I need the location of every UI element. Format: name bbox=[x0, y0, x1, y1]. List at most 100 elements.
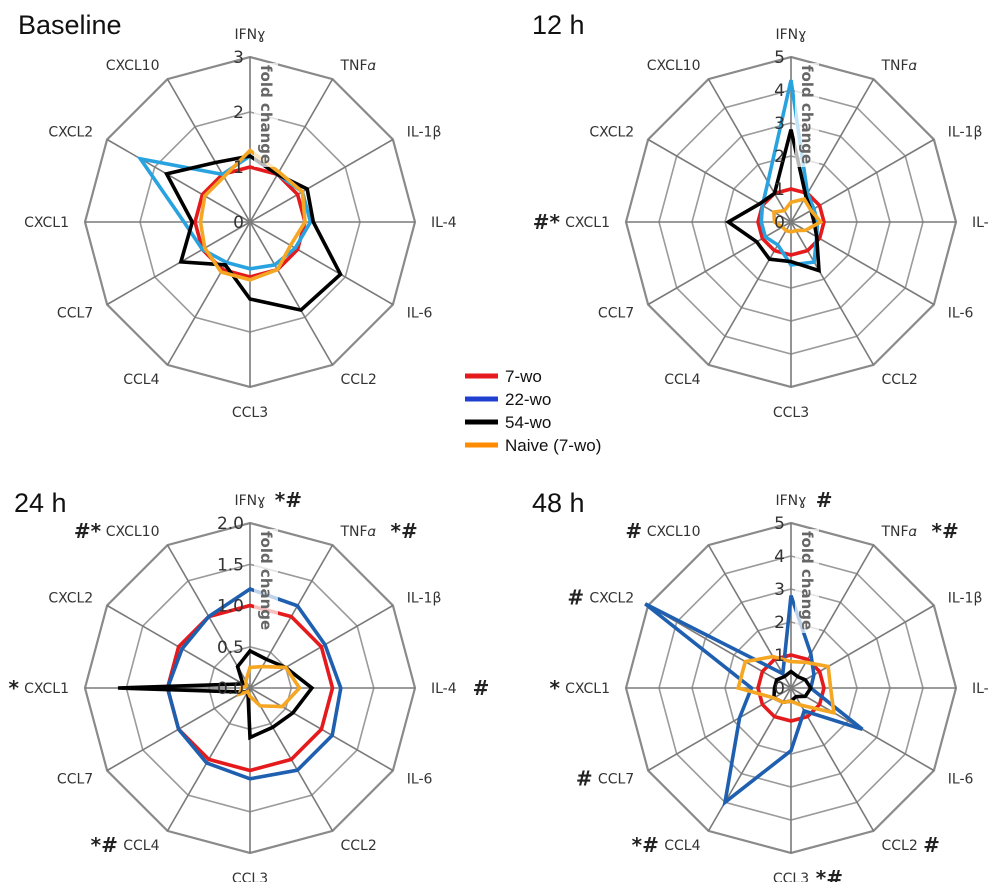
series-naive-7-wo bbox=[236, 664, 302, 709]
axis-label-il-4: IL-4 bbox=[431, 681, 457, 697]
spoke bbox=[707, 544, 792, 689]
axis-label-tnf: TNF𝛼 bbox=[881, 524, 917, 540]
tick-label: 3 bbox=[233, 48, 244, 68]
axis-label-cxcl1: CXCL1 bbox=[24, 681, 69, 697]
radar-panels: Baseline fold change 0 1 2 3 IFNɣ TNF𝛼 IL-1β IL-4… bbox=[9, 10, 989, 882]
series-naive-7-wo bbox=[735, 654, 837, 716]
tick-label: 1.5 bbox=[217, 555, 244, 575]
legend-label-22-wo: 22-wo bbox=[505, 390, 551, 409]
axis-label-tnf: TNF𝛼 bbox=[340, 58, 376, 74]
radial-axis-label: fold change bbox=[257, 65, 275, 164]
axis-label-ccl7: CCL7 bbox=[598, 772, 634, 788]
axis-label-cxcl1: CXCL1 bbox=[565, 681, 610, 697]
axis-label-cxcl1: CXCL1 bbox=[24, 215, 69, 231]
axis-label-il-6: IL-6 bbox=[948, 772, 974, 788]
spoke bbox=[166, 221, 251, 366]
significance-marker: #* bbox=[74, 519, 102, 543]
series-22-wo bbox=[759, 79, 820, 267]
significance-marker: # bbox=[816, 488, 833, 512]
fold-change-band bbox=[795, 63, 819, 167]
axis-label-il-1: IL-1β bbox=[948, 591, 983, 607]
fold-change-band bbox=[254, 63, 278, 167]
panel-title: 24 h bbox=[14, 488, 67, 518]
axis-label-cxcl2: CXCL2 bbox=[589, 125, 634, 141]
tick-label: 2.0 bbox=[217, 514, 244, 534]
significance-marker: *# bbox=[275, 488, 302, 512]
series-7-wo bbox=[756, 653, 826, 723]
tick-label: 5 bbox=[774, 48, 785, 68]
axis-label-ccl3: CCL3 bbox=[773, 405, 809, 421]
axis-label-ccl3: CCL3 bbox=[232, 405, 268, 421]
spoke bbox=[106, 221, 251, 306]
significance-marker: *# bbox=[91, 833, 118, 857]
tick-label: 4 bbox=[774, 547, 785, 567]
spoke bbox=[647, 687, 792, 772]
radial-axis-label: fold change bbox=[798, 65, 816, 164]
series-22-wo bbox=[165, 587, 343, 781]
axis-label-ccl4: CCL4 bbox=[123, 838, 159, 854]
legend-label-54-wo: 54-wo bbox=[505, 413, 551, 432]
tick-label: 1.0 bbox=[217, 597, 244, 617]
tick-label: 0 bbox=[233, 213, 244, 233]
legend: 7-wo 22-wo 54-wo Naive (7-wo) bbox=[465, 367, 601, 455]
axis-label-ccl2: CCL2 bbox=[341, 838, 377, 854]
axis-label-cxcl10: CXCL10 bbox=[647, 58, 701, 74]
axis-label-il-4: IL-4 bbox=[431, 215, 457, 231]
radial-axis-label: fold change bbox=[798, 531, 816, 630]
spoke bbox=[707, 78, 792, 223]
spoke bbox=[790, 221, 875, 366]
axis-label-il-6: IL-6 bbox=[407, 306, 433, 322]
axis-label-il-1: IL-1β bbox=[407, 591, 442, 607]
significance-marker: *# bbox=[632, 833, 659, 857]
spoke bbox=[647, 221, 792, 306]
significance-marker: # bbox=[576, 767, 593, 791]
tick-label: 1 bbox=[774, 180, 785, 200]
panel-title: 48 h bbox=[532, 488, 585, 518]
spoke bbox=[790, 544, 875, 689]
significance-marker: # bbox=[567, 586, 584, 610]
spoke bbox=[249, 138, 394, 223]
axis-label-ccl7: CCL7 bbox=[57, 306, 93, 322]
axis-label-ccl4: CCL4 bbox=[664, 838, 700, 854]
spoke bbox=[249, 221, 334, 366]
axis-label-cxcl10: CXCL10 bbox=[106, 58, 160, 74]
axis-label-tnf: TNF𝛼 bbox=[881, 58, 917, 74]
fold-change-band bbox=[254, 529, 278, 633]
axis-label-il-4: IL-4 bbox=[972, 681, 989, 697]
axis-label-ccl7: CCL7 bbox=[57, 772, 93, 788]
significance-marker: # bbox=[923, 833, 940, 857]
axis-label-cxcl2: CXCL2 bbox=[48, 125, 93, 141]
significance-marker: #* bbox=[533, 210, 561, 234]
fold-change-band bbox=[795, 529, 819, 633]
significance-marker: * bbox=[9, 676, 20, 700]
legend-label-7-wo: 7-wo bbox=[505, 367, 542, 386]
axis-label-il-1: IL-1β bbox=[948, 125, 983, 141]
spoke bbox=[249, 78, 334, 223]
spoke bbox=[647, 138, 792, 223]
axis-label-ccl3: CCL3 bbox=[232, 871, 268, 882]
significance-marker: * bbox=[550, 676, 561, 700]
axis-label-ccl2: CCL2 bbox=[341, 372, 377, 388]
series-22-wo bbox=[644, 595, 864, 807]
axis-label-cxcl10: CXCL10 bbox=[647, 524, 701, 540]
axis-label-ccl7: CCL7 bbox=[598, 306, 634, 322]
series-54-wo bbox=[163, 154, 343, 313]
panel-baseline: Baseline fold change 0 1 2 3 IFNɣ TNF𝛼 IL-1β IL-4… bbox=[18, 10, 457, 421]
series-naive-7-wo bbox=[198, 148, 307, 282]
axis-label-il-1: IL-1β bbox=[407, 125, 442, 141]
axis-label-ccl3: CCL3 bbox=[773, 871, 809, 882]
significance-marker: # bbox=[473, 676, 490, 700]
tick-label: 0 bbox=[774, 679, 785, 699]
tick-label: 2 bbox=[233, 103, 244, 123]
axis-label-ccl2: CCL2 bbox=[882, 372, 918, 388]
axis-label-ifn: IFNɣ bbox=[776, 493, 807, 509]
spoke bbox=[707, 687, 792, 832]
tick-label: 5 bbox=[774, 514, 785, 534]
spoke bbox=[166, 78, 251, 223]
spoke bbox=[249, 221, 394, 306]
tick-label: 3 bbox=[774, 580, 785, 600]
series-7-wo bbox=[165, 603, 335, 773]
series-7-wo bbox=[193, 165, 307, 279]
spoke bbox=[106, 138, 251, 223]
